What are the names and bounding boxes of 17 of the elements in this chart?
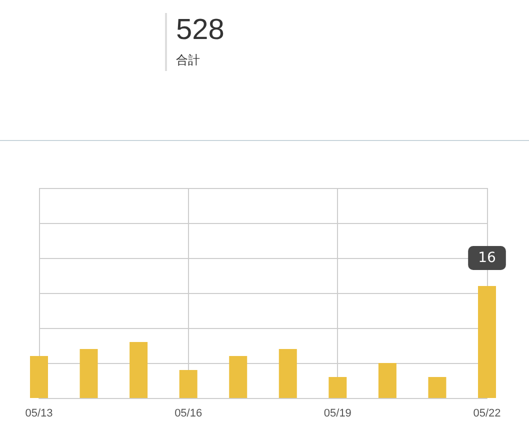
x-tick-label: 05/16 bbox=[174, 408, 202, 420]
bar bbox=[179, 370, 198, 398]
bar bbox=[428, 377, 446, 398]
bar bbox=[80, 349, 98, 398]
bar bbox=[130, 342, 148, 398]
bar bbox=[30, 356, 48, 398]
data-label: 16 bbox=[478, 250, 496, 266]
text: 528 bbox=[176, 14, 224, 47]
text: 合計 bbox=[176, 52, 200, 69]
x-tick-label: 05/22 bbox=[473, 408, 501, 420]
bar bbox=[278, 349, 297, 398]
bar bbox=[328, 377, 347, 398]
x-tick-label: 05/19 bbox=[324, 408, 352, 420]
bar bbox=[378, 363, 396, 398]
bar bbox=[229, 356, 248, 398]
x-tick-label: 05/13 bbox=[25, 408, 53, 420]
bar bbox=[478, 286, 496, 398]
